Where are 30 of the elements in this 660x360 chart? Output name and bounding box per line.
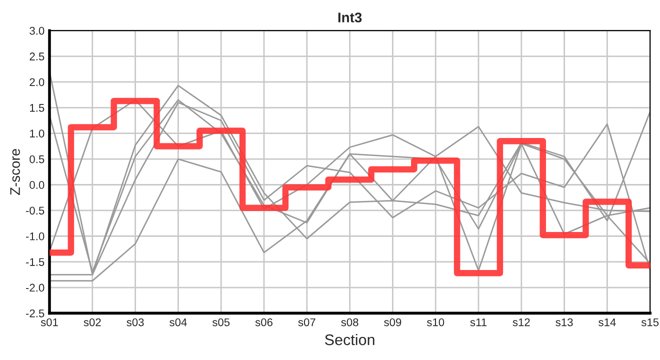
x-tick-label: s14 — [598, 318, 616, 326]
y-tick-label: 1.0 — [30, 130, 44, 138]
x-tick-label: s08 — [341, 318, 358, 326]
chart-title: Int3 — [338, 12, 362, 22]
x-tick-label: s06 — [255, 318, 272, 326]
x-tick-label: s15 — [641, 318, 659, 326]
y-tick-label: 2.0 — [30, 78, 44, 86]
x-tick-label: s05 — [212, 318, 230, 326]
x-tick-label: s03 — [126, 318, 144, 326]
x-tick-label: s10 — [426, 318, 444, 326]
y-tick-label: -2.0 — [26, 284, 44, 292]
y-tick-label: 0.0 — [30, 181, 44, 189]
x-tick-label: s11 — [470, 318, 487, 326]
x-tick-label: s13 — [556, 318, 573, 326]
y-tick-label: 3.0 — [30, 26, 44, 35]
y-tick-label: -1.5 — [26, 258, 44, 266]
y-tick-label: 0.5 — [30, 155, 44, 164]
y-tick-label: 2.5 — [30, 52, 44, 60]
x-tick-label: s02 — [84, 318, 101, 326]
y-tick-label: 1.5 — [30, 104, 44, 112]
y-tick-label: -0.5 — [26, 206, 44, 215]
y-tick-label: -2.5 — [26, 309, 44, 318]
y-tick-label: -1.0 — [26, 232, 44, 240]
x-tick-label: s07 — [298, 318, 316, 326]
x-tick-label: s09 — [384, 318, 402, 326]
x-tick-label: s12 — [512, 318, 530, 326]
y-axis-title: Z-score — [10, 148, 20, 195]
x-tick-label: s04 — [170, 318, 187, 326]
x-tick-label: s01 — [40, 318, 58, 326]
x-axis-title: Section — [325, 334, 374, 346]
